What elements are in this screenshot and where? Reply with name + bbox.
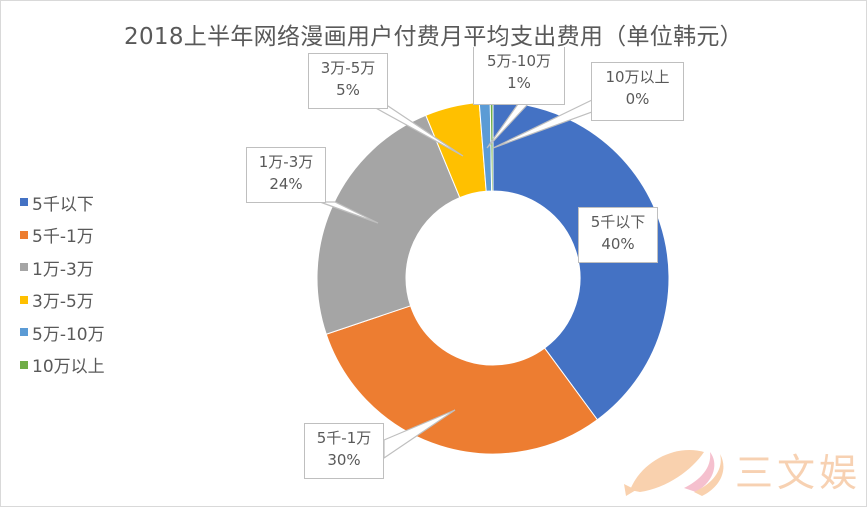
callout-category: 1万-3万 (258, 153, 314, 171)
legend-label: 5千以下 (32, 194, 94, 215)
callout-percent: 0% (625, 90, 650, 108)
legend-swatch (20, 328, 28, 337)
legend-label: 3万-5万 (32, 292, 94, 313)
callout-30k-50k: 3万-5万 5% (308, 53, 388, 109)
callout-leader (383, 409, 456, 460)
watermark: 三文娱 (622, 440, 861, 498)
legend-item-10k-30k: 1万-3万 (20, 251, 105, 284)
donut-slice (325, 305, 599, 455)
callout-leader (319, 201, 379, 224)
legend-label: 10万以上 (32, 357, 105, 378)
callout-category: 5万-10万 (486, 52, 552, 70)
donut-slices (316, 101, 670, 455)
callout-category: 5千以下 (590, 213, 646, 231)
legend: 5千以下 5千-1万 1万-3万 3万-5万 5万-10万 10万以上 (20, 186, 105, 381)
callout-under-5k: 5千以下 40% (578, 207, 658, 263)
legend-item-30k-50k: 3万-5万 (20, 284, 105, 317)
legend-item-50k-100k: 5万-10万 (20, 316, 105, 349)
donut-slice (316, 114, 461, 335)
legend-item-over-100k: 10万以上 (20, 349, 105, 382)
fish-logo-icon (624, 449, 724, 496)
legend-label: 5千-1万 (32, 227, 94, 248)
callout-percent: 5% (336, 81, 360, 99)
watermark-text: 三文娱 (735, 450, 862, 495)
legend-swatch (20, 198, 28, 207)
callout-category: 10万以上 (605, 68, 670, 86)
legend-swatch (20, 263, 28, 272)
callout-5k-10k: 5千-1万 30% (304, 423, 384, 479)
legend-swatch (20, 295, 28, 304)
legend-swatch (20, 360, 28, 369)
callout-over-100k: 10万以上 0% (591, 62, 684, 121)
callout-category: 5千-1万 (316, 429, 372, 447)
callout-10k-30k: 1万-3万 24% (246, 147, 326, 203)
legend-label: 5万-10万 (32, 324, 105, 345)
legend-label: 1万-3万 (32, 259, 94, 280)
legend-swatch (20, 230, 28, 239)
legend-item-5k-10k: 5千-1万 (20, 219, 105, 252)
callout-percent: 30% (327, 451, 361, 469)
callout-category: 3万-5万 (320, 59, 376, 77)
chart-title: 2018上半年网络漫画用户付费月平均支出费用（单位韩元） (124, 24, 743, 50)
legend-item-under-5k: 5千以下 (20, 186, 105, 219)
callout-percent: 1% (507, 74, 531, 92)
callout-percent: 40% (601, 235, 635, 253)
callout-50k-100k: 5万-10万 1% (473, 47, 565, 105)
callout-percent: 24% (269, 175, 303, 193)
